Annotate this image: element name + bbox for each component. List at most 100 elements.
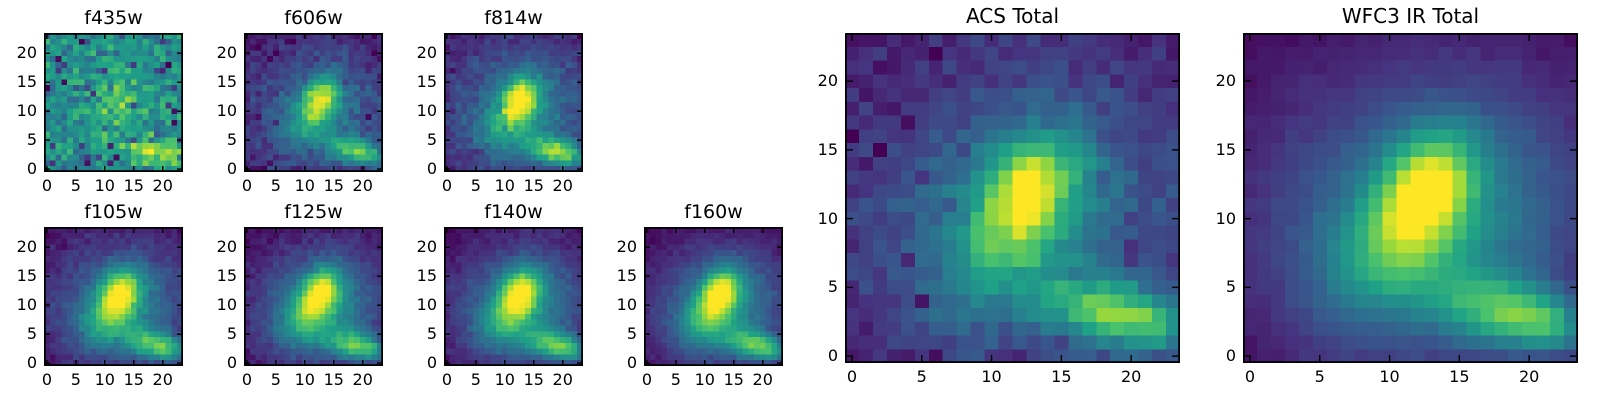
y-tick-f140w-0: 0 [426, 353, 437, 373]
y-tick-acs_total-20: 20 [817, 71, 838, 91]
x-tick-acs_total-5: 5 [916, 367, 927, 386]
x-tick-acs_total-10: 10 [981, 367, 1002, 386]
x-tick-f814w-20: 20 [552, 176, 573, 195]
axes-frame-f160w [643, 226, 783, 366]
x-tick-f140w-20: 20 [552, 370, 573, 389]
x-tick-f140w-10: 10 [494, 370, 515, 389]
x-tick-f160w-10: 10 [694, 370, 715, 389]
panel-title-f105w: f105w [84, 201, 143, 223]
x-tick-f125w-20: 20 [352, 370, 373, 389]
x-tick-f606w-10: 10 [294, 176, 315, 195]
x-tick-f105w-5: 5 [70, 370, 81, 389]
y-tick-f105w-15: 15 [16, 266, 37, 286]
y-tick-wfc3_ir_total-15: 15 [1215, 139, 1236, 159]
x-tick-f125w-0: 0 [241, 370, 252, 389]
x-tick-wfc3_ir_total-5: 5 [1314, 367, 1325, 386]
y-tick-f105w-10: 10 [16, 295, 37, 315]
x-tick-f606w-0: 0 [241, 176, 252, 195]
x-tick-acs_total-20: 20 [1120, 367, 1142, 386]
axes-frame-f814w [443, 32, 583, 172]
panel-wfc3_ir_total: WFC3 IR Total 0 0 5 5 10 10 15 15 20 20 [1216, 5, 1579, 386]
y-tick-f435w-5: 5 [26, 130, 37, 150]
y-tick-acs_total-15: 15 [817, 139, 838, 159]
y-tick-f814w-10: 10 [416, 101, 437, 121]
panel-f606w: f606w 0 0 5 5 10 10 15 15 20 20 [217, 7, 383, 195]
y-tick-f814w-0: 0 [426, 159, 437, 179]
axes-frame-f140w [443, 226, 583, 366]
axes-frame-f606w [243, 32, 383, 172]
x-tick-f105w-20: 20 [152, 370, 173, 389]
y-tick-f435w-10: 10 [16, 101, 37, 121]
y-tick-f814w-20: 20 [416, 43, 437, 63]
panel-f140w: f140w 0 0 5 5 10 10 15 15 20 20 [417, 201, 583, 389]
heatmap-f606w [244, 33, 383, 172]
x-tick-f105w-0: 0 [41, 370, 52, 389]
x-tick-f105w-10: 10 [94, 370, 115, 389]
panel-f814w: f814w 0 0 5 5 10 10 15 15 20 20 [417, 7, 583, 195]
y-tick-f435w-0: 0 [26, 159, 37, 179]
y-tick-f606w-10: 10 [216, 101, 237, 121]
x-tick-f160w-5: 5 [670, 370, 681, 389]
y-tick-f606w-0: 0 [226, 159, 237, 179]
y-tick-f435w-15: 15 [16, 72, 37, 92]
y-tick-f606w-5: 5 [226, 130, 237, 150]
y-tick-f125w-5: 5 [226, 324, 237, 344]
heatmap-wfc3_ir_total [1243, 33, 1578, 363]
y-tick-f125w-10: 10 [216, 295, 237, 315]
x-tick-f160w-15: 15 [723, 370, 744, 389]
x-tick-f435w-0: 0 [41, 176, 52, 195]
x-tick-f435w-10: 10 [94, 176, 115, 195]
x-tick-f140w-5: 5 [470, 370, 481, 389]
axes-frame-f105w [43, 226, 183, 366]
y-tick-f125w-20: 20 [216, 237, 237, 257]
x-tick-f814w-5: 5 [470, 176, 481, 195]
y-tick-f125w-0: 0 [226, 353, 237, 373]
heatmap-f125w [244, 227, 383, 366]
panel-title-f606w: f606w [284, 7, 343, 29]
y-tick-f160w-20: 20 [616, 237, 637, 257]
y-tick-f125w-15: 15 [216, 266, 237, 286]
panel-title-acs_total: ACS Total [965, 4, 1060, 28]
heatmap-f435w [44, 33, 183, 172]
heatmap-f814w [444, 33, 583, 172]
x-tick-f814w-10: 10 [494, 176, 515, 195]
x-tick-f435w-15: 15 [123, 176, 144, 195]
y-tick-f606w-15: 15 [216, 72, 237, 92]
x-tick-f125w-10: 10 [294, 370, 315, 389]
y-tick-f814w-15: 15 [416, 72, 437, 92]
x-tick-acs_total-0: 0 [846, 367, 858, 386]
y-tick-f160w-0: 0 [626, 353, 637, 373]
x-tick-f160w-20: 20 [752, 370, 773, 389]
y-tick-f814w-5: 5 [426, 130, 437, 150]
y-tick-f160w-10: 10 [616, 295, 637, 315]
y-tick-f140w-10: 10 [416, 295, 437, 315]
y-tick-f160w-5: 5 [626, 324, 637, 344]
axes-frame-f435w [43, 32, 183, 172]
y-tick-f140w-20: 20 [416, 237, 437, 257]
y-tick-f140w-5: 5 [426, 324, 437, 344]
x-tick-f606w-15: 15 [323, 176, 344, 195]
x-tick-wfc3_ir_total-10: 10 [1379, 367, 1400, 386]
y-tick-f140w-15: 15 [416, 266, 437, 286]
heatmap-acs_total [845, 33, 1180, 363]
x-tick-wfc3_ir_total-0: 0 [1244, 367, 1256, 386]
y-tick-f606w-20: 20 [216, 43, 237, 63]
y-tick-f105w-20: 20 [16, 237, 37, 257]
panel-f435w: f435w 0 0 5 5 10 10 15 15 20 20 [17, 7, 183, 195]
axes-frame-f125w [243, 226, 383, 366]
x-tick-f160w-0: 0 [641, 370, 652, 389]
heatmap-f105w [44, 227, 183, 366]
panel-title-f814w: f814w [484, 7, 543, 29]
x-tick-f125w-5: 5 [270, 370, 281, 389]
y-tick-wfc3_ir_total-20: 20 [1215, 71, 1236, 91]
panel-title-f160w: f160w [684, 201, 743, 223]
x-tick-wfc3_ir_total-20: 20 [1518, 367, 1540, 386]
heatmap-f140w [444, 227, 583, 366]
x-tick-f140w-15: 15 [523, 370, 544, 389]
panel-f105w: f105w 0 0 5 5 10 10 15 15 20 20 [17, 201, 183, 389]
y-tick-f435w-20: 20 [16, 43, 37, 63]
axes-frame-acs_total [844, 32, 1181, 364]
panel-title-f125w: f125w [284, 201, 343, 223]
y-tick-acs_total-10: 10 [817, 208, 838, 228]
x-tick-wfc3_ir_total-15: 15 [1449, 367, 1470, 386]
